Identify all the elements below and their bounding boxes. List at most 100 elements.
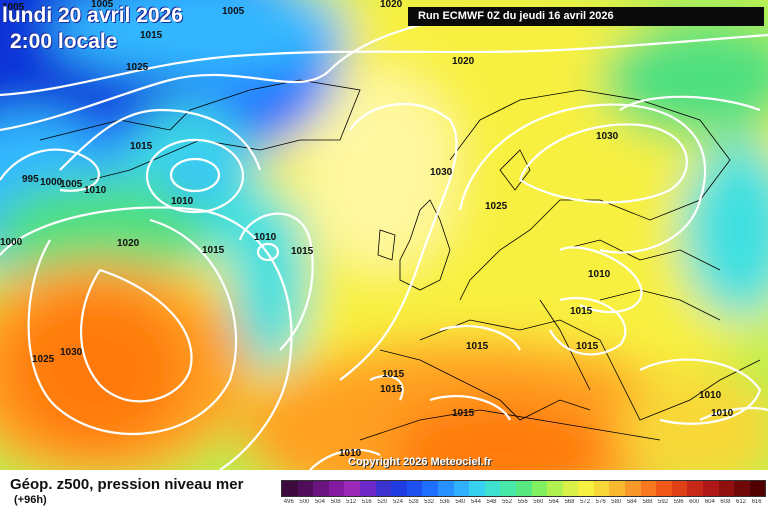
scale-tick-label: 528: [408, 499, 419, 505]
scale-swatch: [718, 481, 735, 496]
isobar-label: 1010: [588, 269, 611, 280]
lead-time: (+96h): [14, 494, 47, 506]
scale-tick-label: 512: [346, 499, 357, 505]
scale-tick-label: 500: [299, 499, 310, 505]
scale-tick-label: 552: [502, 499, 513, 505]
scale-swatch: [359, 481, 376, 496]
isobars: [0, 13, 768, 470]
scale-swatch: [578, 481, 594, 496]
scale-swatch: [671, 481, 688, 496]
scale-tick-label: 608: [720, 499, 731, 505]
scale-swatch: [282, 481, 298, 496]
scale-tick-label: 612: [736, 499, 747, 505]
scale-swatch: [313, 481, 329, 496]
scale-tick-label: 596: [673, 499, 684, 505]
isobar-label: 1010: [254, 232, 277, 243]
isobar-label: 1020: [452, 56, 475, 67]
scale-tick-label: 604: [704, 499, 715, 505]
isobar-label: 1030: [60, 347, 83, 358]
scale-swatch: [422, 481, 438, 496]
scale-tick-label: 616: [751, 499, 762, 505]
scale-tick-label: 556: [517, 499, 528, 505]
isobar-label: 1030: [596, 131, 619, 142]
scale-tick-label: 572: [580, 499, 591, 505]
scale-swatch: [547, 481, 563, 496]
scale-tick-label: 508: [330, 499, 341, 505]
valid-time: 2:00 locale: [10, 30, 118, 53]
legend-footer: Géop. z500, pression niveau mer (+96h) 4…: [0, 470, 768, 512]
isobar-label: 1010: [84, 185, 107, 196]
scale-tick-label: 600: [689, 499, 700, 505]
isobar-label: 1015: [466, 341, 489, 352]
isobar-label: 1000: [0, 237, 23, 248]
scale-tick-label: 568: [564, 499, 575, 505]
isobar-label: 1010: [711, 408, 734, 419]
scale-swatch: [453, 481, 470, 496]
forecast-map: 1005 1005 1005 1015 1025 1020 1020 1030 …: [0, 0, 768, 470]
scale-swatch: [469, 481, 485, 496]
isobar-label: 1005: [222, 6, 245, 17]
isobar-label: 1015: [576, 341, 599, 352]
color-scale: [281, 480, 767, 497]
isobar-label: 1000: [40, 177, 63, 188]
scale-swatch: [328, 481, 345, 496]
scale-tick-label: 564: [548, 499, 559, 505]
isobar-label: 1020: [117, 238, 140, 249]
isobar-label: 995: [22, 174, 39, 185]
isobar-label: 1005: [2, 2, 25, 13]
isobar-label: 1015: [570, 306, 593, 317]
scale-tick-label: 536: [439, 499, 450, 505]
run-info: Run ECMWF 0Z du jeudi 16 avril 2026: [408, 7, 764, 26]
scale-swatch: [749, 481, 766, 496]
isobar-labels: 1005 1005 1005 1015 1025 1020 1020 1030 …: [0, 0, 734, 459]
isobar-label: 1030: [430, 167, 453, 178]
scale-tick-label: 584: [626, 499, 637, 505]
scale-tick-label: 504: [314, 499, 325, 505]
scale-tick-label: 496: [283, 499, 294, 505]
scale-tick-label: 576: [595, 499, 606, 505]
scale-tick-label: 548: [486, 499, 497, 505]
isobar-label: 1015: [140, 30, 163, 41]
scale-swatch: [531, 481, 548, 496]
scale-tick-label: 588: [642, 499, 653, 505]
scale-tick-label: 560: [533, 499, 544, 505]
scale-tick-label: 580: [611, 499, 622, 505]
scale-swatch: [484, 481, 501, 496]
isobar-label: 1025: [32, 354, 55, 365]
scale-swatch: [391, 481, 407, 496]
isobar-label: 1015: [382, 369, 405, 380]
isobar-label: 1010: [171, 196, 194, 207]
isobar-label: 1015: [380, 384, 403, 395]
scale-tick-label: 544: [470, 499, 481, 505]
isobar-label: 1025: [126, 62, 149, 73]
scale-swatch: [406, 481, 423, 496]
scale-tick-label: 532: [424, 499, 435, 505]
isobar-label: 1020: [380, 0, 403, 10]
isobar-label: 1015: [202, 245, 225, 256]
scale-swatch: [297, 481, 314, 496]
scale-swatch: [734, 481, 750, 496]
scale-tick-label: 520: [377, 499, 388, 505]
isobar-label: 1025: [485, 201, 508, 212]
isobar-label: 1005: [60, 179, 83, 190]
valid-date: lundi 20 avril 2026: [2, 4, 183, 27]
scale-swatch: [562, 481, 579, 496]
scale-swatch: [344, 481, 360, 496]
isobar-label: 1010: [699, 390, 722, 401]
isobar-label: 1010: [339, 448, 362, 459]
scale-swatch: [375, 481, 392, 496]
scale-swatch: [515, 481, 532, 496]
scale-tick-label: 516: [361, 499, 372, 505]
isobar-label: 1015: [291, 246, 314, 257]
geopotential-field: [0, 0, 768, 470]
scale-tick-label: 524: [392, 499, 403, 505]
scale-tick-label: 592: [658, 499, 669, 505]
scale-swatch: [593, 481, 610, 496]
scale-swatch: [437, 481, 454, 496]
scale-swatch: [625, 481, 641, 496]
color-scale-labels: 496 500 504 508 512 516 520 524 528 532 536 540 544 5…: [281, 499, 764, 505]
scale-swatch: [640, 481, 657, 496]
isobar-label: 1015: [130, 141, 153, 152]
scale-swatch: [500, 481, 516, 496]
